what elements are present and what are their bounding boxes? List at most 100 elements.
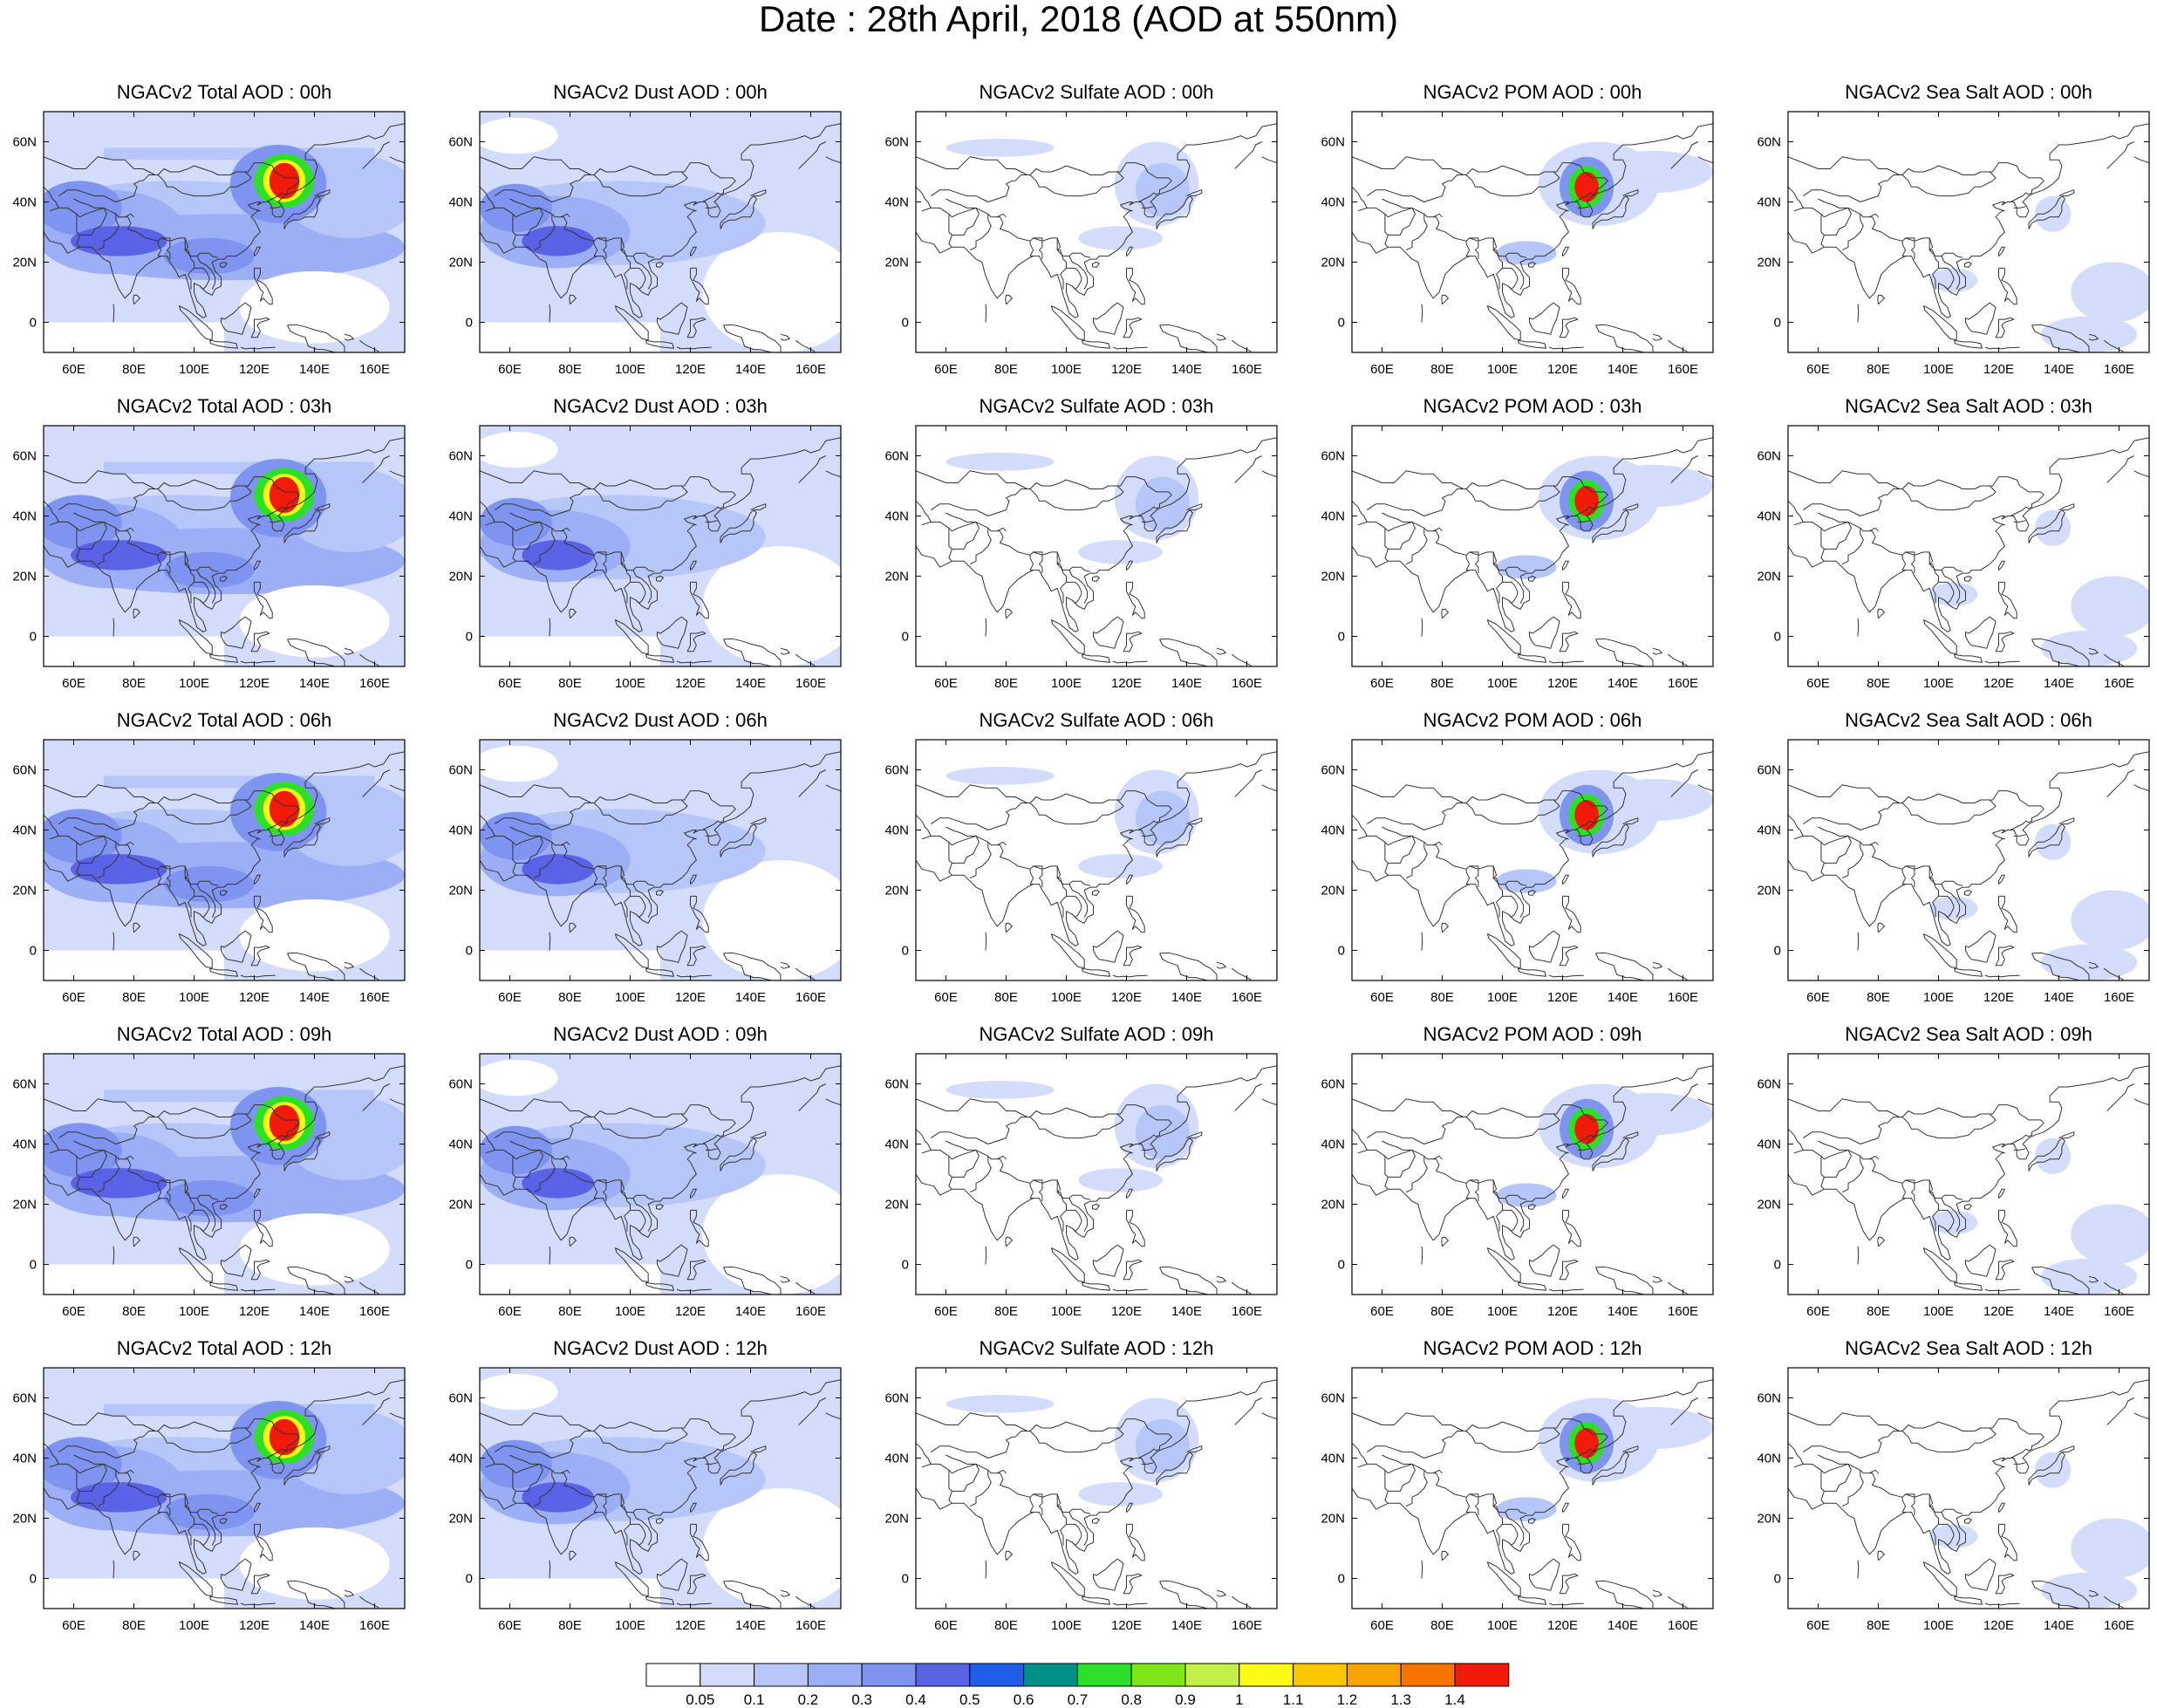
- coastline-path: [1138, 506, 1157, 516]
- coastline-path: [184, 237, 195, 290]
- coastline-path: [1820, 1156, 1825, 1190]
- coastline-path: [1388, 1150, 1416, 1178]
- lon-tick-label: 80E: [558, 990, 582, 1005]
- coastline-path: [1465, 555, 1471, 571]
- lon-tick-label: 160E: [1232, 990, 1262, 1005]
- coastline-path: [1093, 302, 1124, 335]
- coastline-path: [1492, 865, 1503, 918]
- coastline-path: [690, 1523, 709, 1561]
- coastline-path: [221, 930, 252, 963]
- aod-fill-region: [1135, 1418, 1190, 1473]
- coastline-path: [620, 1493, 631, 1546]
- coastlines: [916, 1065, 1277, 1295]
- map-frame: [1787, 739, 2150, 981]
- coastline-path: [656, 1204, 664, 1210]
- coastline-path: [495, 1117, 595, 1144]
- coastline-path: [1824, 522, 1852, 550]
- panel-title: NGACv2 Sea Salt AOD : 03h: [1845, 395, 2092, 417]
- coastline-path: [269, 1462, 282, 1465]
- lon-tick-label: 120E: [239, 1618, 270, 1633]
- coastline-path: [113, 304, 115, 323]
- coastline-path: [1592, 1138, 1629, 1172]
- coastline-path: [2088, 333, 2099, 341]
- coastline-path: [593, 555, 598, 571]
- coastline-path: [178, 1561, 213, 1596]
- coastline-path: [549, 1246, 551, 1265]
- lon-tick-label: 120E: [1111, 1618, 1142, 1633]
- lon-tick-label: 60E: [1806, 1618, 1830, 1633]
- coastline-path: [1465, 162, 1608, 195]
- lon-tick-label: 60E: [1370, 362, 1394, 377]
- coastline-path: [1081, 653, 1110, 663]
- coastline-path: [254, 895, 273, 933]
- panel-title: NGACv2 Sea Salt AOD : 12h: [1845, 1337, 2092, 1359]
- coastline-path: [1126, 267, 1145, 305]
- colorbar-swatch: [1184, 1663, 1240, 1687]
- lat-tick-label: 40N: [1321, 195, 1345, 210]
- coastline-path: [1562, 581, 1581, 619]
- coastline-path: [597, 1493, 607, 1498]
- coastline-path: [620, 551, 631, 604]
- aod-fill-clear: [702, 1488, 841, 1609]
- coastline-path: [1562, 267, 1581, 305]
- coastlines: [1352, 437, 1713, 666]
- coastline-path: [1159, 1266, 1218, 1295]
- coastline-path: [1261, 156, 1277, 164]
- lat-tick-label: 0: [902, 630, 909, 645]
- lat-tick-label: 20N: [1321, 1198, 1345, 1213]
- coastline-path: [1517, 653, 1546, 663]
- coastline-path: [632, 1512, 652, 1546]
- coastline-path: [1039, 555, 1043, 574]
- coastline-path: [314, 1131, 331, 1139]
- coastline-path: [916, 1098, 1027, 1117]
- coastline-path: [603, 869, 607, 888]
- coastline-path: [1667, 339, 1689, 352]
- coastline-path: [593, 1113, 688, 1139]
- coastline-path: [1367, 1431, 1467, 1459]
- map-frame: [43, 425, 406, 667]
- coastline-path: [287, 1580, 345, 1609]
- map-frame: [43, 1367, 406, 1609]
- coastline-path: [1652, 1589, 1662, 1597]
- coastline-path: [254, 560, 261, 570]
- lon-tick-label: 140E: [1608, 1618, 1638, 1633]
- coastline-path: [1841, 214, 1864, 251]
- lon-tick-label: 60E: [498, 362, 522, 377]
- coastline-path: [1965, 302, 1997, 335]
- aod-fill-region: [1593, 150, 1713, 194]
- coastline-path: [921, 1463, 1091, 1514]
- colorbar-label: 1: [1235, 1691, 1244, 1708]
- coastline-path: [269, 1148, 282, 1151]
- coastline-path: [702, 820, 721, 830]
- coastline-path: [157, 485, 252, 511]
- aod-map-panel: 60E 80E 100E 120E 140E 160E 60N 40N 20N 0: [1757, 1053, 2150, 1319]
- coastline-path: [1033, 1179, 1043, 1184]
- lon-tick-label: 120E: [675, 990, 706, 1005]
- coastline-path: [798, 455, 827, 483]
- coastline-path: [597, 865, 607, 870]
- lat-tick-label: 20N: [884, 256, 909, 270]
- lon-tick-label: 120E: [675, 1304, 706, 1319]
- coastline-path: [2031, 1580, 2090, 1609]
- lon-tick-label: 100E: [1923, 1304, 1954, 1319]
- aod-fill-clear: [702, 860, 841, 980]
- coastline-path: [1928, 237, 1939, 290]
- coastline-path: [1938, 895, 1955, 919]
- coastline-path: [1388, 836, 1416, 864]
- coastline-path: [250, 317, 270, 338]
- coastline-path: [1995, 631, 2015, 652]
- coastline-path: [283, 1452, 321, 1486]
- aod-field: [480, 1054, 841, 1295]
- lat-tick-label: 60N: [1757, 1077, 1781, 1092]
- coastline-path: [2010, 1448, 2030, 1459]
- coastline-path: [657, 930, 688, 963]
- coastline-path: [160, 865, 171, 870]
- coastline-path: [916, 123, 1277, 318]
- coastline-path: [1421, 1246, 1423, 1265]
- coastline-path: [1953, 1595, 1983, 1605]
- coastline-path: [240, 1288, 276, 1292]
- aod-map-panel: 60E 80E 100E 120E 140E 160E 60N 40N 20N 0: [1757, 111, 2150, 377]
- coastline-path: [515, 208, 543, 236]
- colorbar-swatch: [1130, 1663, 1186, 1687]
- aod-map-panel: 60E 80E 100E 120E 140E 160E 60N 40N 20N 0: [12, 111, 406, 377]
